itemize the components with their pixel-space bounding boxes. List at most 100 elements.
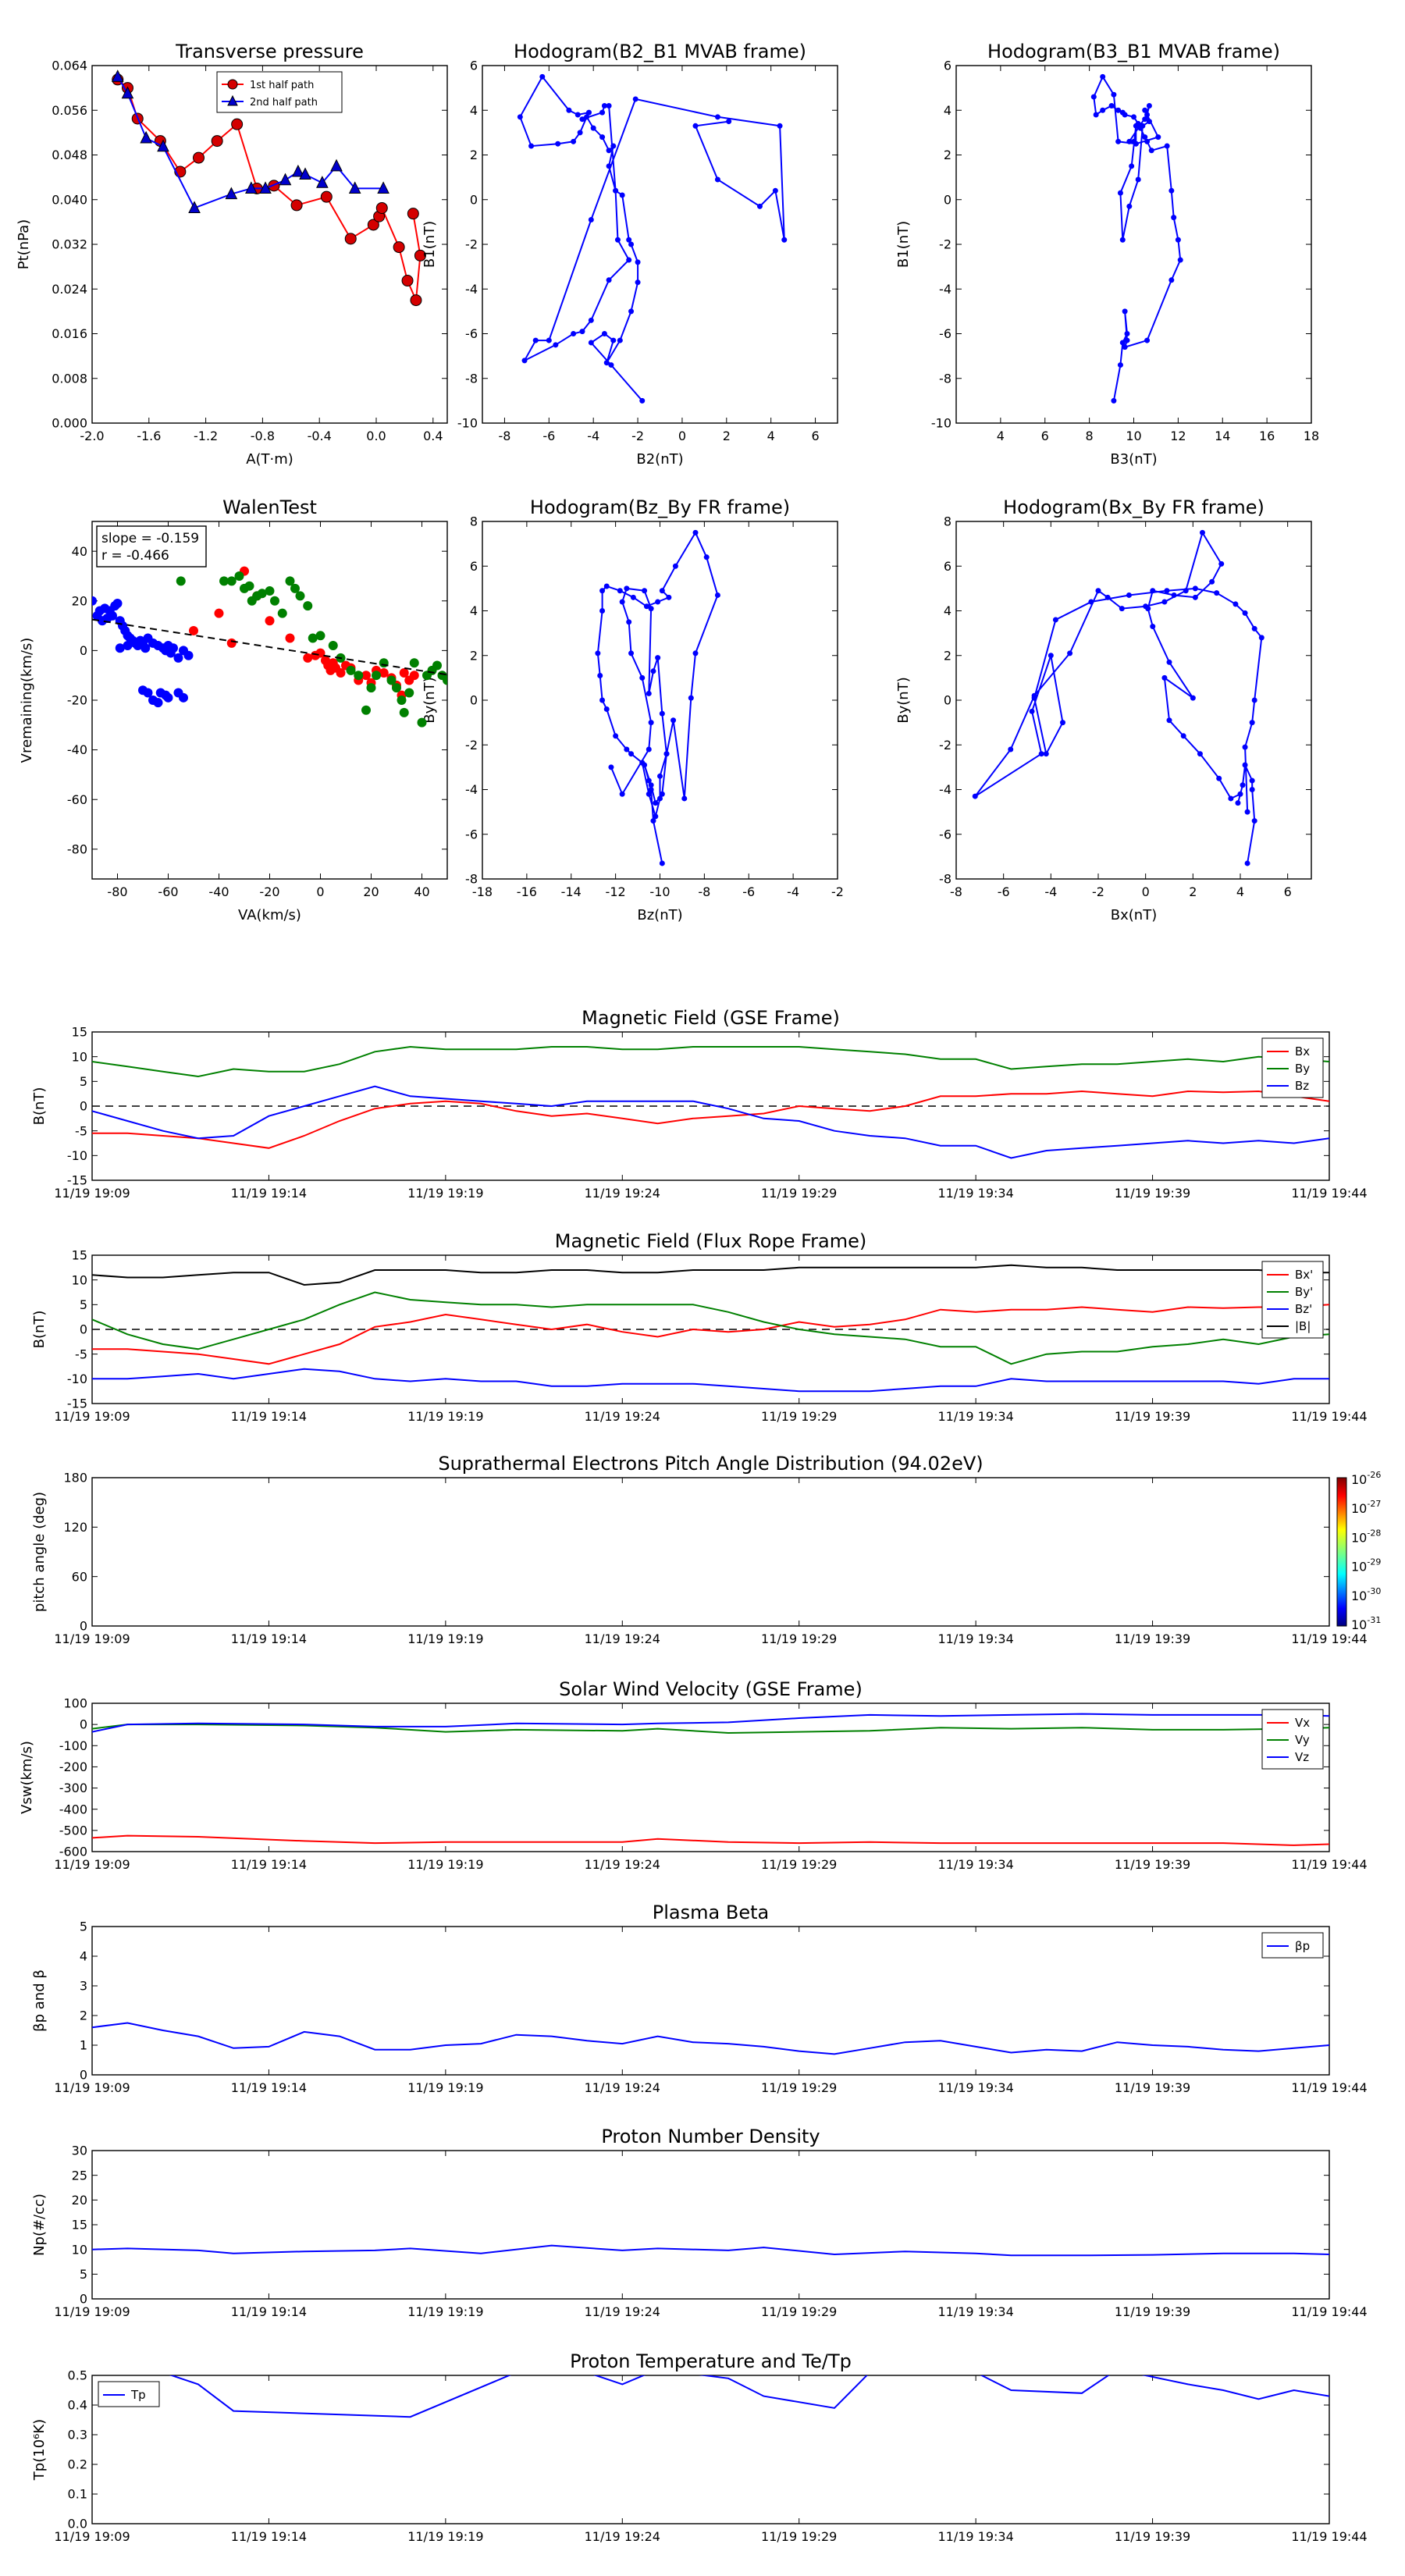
x-tick-label: 11/19 19:44 [1291,2529,1367,2544]
data-point [1155,134,1161,141]
data-point [377,181,389,194]
data-point [579,116,585,123]
data-point [1048,653,1054,659]
data-point [1249,787,1255,792]
x-tick-label: 11/19 19:39 [1115,1631,1190,1646]
data-point [590,125,596,131]
data-point [1115,138,1122,144]
scatter-point [404,688,414,698]
y-tick-label: 0 [80,1619,87,1634]
y-axis-label: Np(#/cc) [31,2194,48,2256]
data-point [628,241,635,247]
data-point [1242,610,1248,616]
plot-area [517,73,788,404]
data-point [603,583,610,589]
y-axis-label: pitch angle (deg) [31,1492,48,1612]
data-point [606,148,612,154]
data-point [1144,112,1151,118]
data-point [1008,746,1014,753]
data-point [606,103,612,109]
data-point [601,331,607,336]
data-point [1228,795,1234,802]
data-point [1218,560,1225,567]
y-tick-label: 2 [944,148,951,162]
data-point [259,181,272,194]
data-point [292,164,304,177]
data-point [588,340,594,346]
x-tick-label: -8 [698,884,710,899]
data-point [586,109,592,116]
data-point [1111,91,1117,98]
x-tick-label: -6 [998,884,1010,899]
data-point [1192,585,1198,592]
data-point [1090,94,1097,100]
x-tick-label: -14 [561,884,582,899]
colorbar-label-base: 10 [1351,1560,1367,1574]
data-point [140,130,152,144]
y-tick-label: -2 [939,237,951,252]
legend-label: By' [1295,1285,1313,1299]
x-tick-label: 11/19 19:09 [54,1409,130,1424]
data-point [610,143,617,149]
colorbar-label: 10-28 [1351,1528,1381,1545]
x-tick-label: 11/19 19:34 [937,1631,1013,1646]
data-point [1131,138,1136,144]
x-tick-label: 11/19 19:29 [761,2529,837,2544]
chart-vsw: 11/19 19:09 11/19 19:14 11/19 19:19 11/19 1… [19,1678,1368,1872]
y-tick-label: 0.064 [52,59,87,73]
data-point [653,800,659,806]
x-tick-label: 11/19 19:39 [1115,1186,1190,1201]
y-axis-label: By(nT) [422,677,438,723]
data-point [1142,134,1148,141]
scatter-point [290,583,300,593]
y-tick-label: 40 [72,544,87,559]
x-tick-label: -1.2 [194,429,218,443]
data-point [772,187,778,194]
y-tick-label: 0.040 [52,192,87,207]
series-line [596,531,719,864]
axes-frame [955,521,1312,880]
data-point [646,777,652,784]
y-tick-label: 0 [944,693,951,708]
data-point [597,673,603,679]
x-tick-label: 0 [316,884,324,899]
y-tick-label: 5 [80,2267,87,2282]
legend-label: Vx [1295,1716,1310,1730]
data-point [613,187,619,194]
x-tick-label: 11/19 19:09 [54,2080,130,2095]
y-tick-label: 0.008 [52,371,87,386]
data-point [1115,107,1122,113]
y-tick-label: -8 [465,371,478,386]
x-tick-label: 11/19 19:19 [407,1631,483,1646]
data-point [1249,777,1255,784]
data-point [1164,143,1170,149]
x-tick-label: -6 [742,884,755,899]
data-point [672,563,678,569]
scatter-point [399,668,409,678]
legend-label: Bx' [1295,1268,1313,1282]
scatter-point [386,675,397,685]
legend-label: Bx [1295,1044,1310,1059]
series-line [519,75,785,402]
data-point [643,603,649,610]
data-point [610,337,617,343]
data-point [539,73,546,80]
y-tick-label: -10 [457,416,478,431]
data-point [1214,590,1220,596]
data-point [407,208,419,220]
x-tick-label: 11/19 19:29 [761,1409,837,1424]
series-line [92,2244,1329,2257]
data-point [1161,599,1168,605]
x-tick-label: 6 [1041,429,1049,443]
y-tick-label: 5 [80,1920,87,1934]
y-tick-label: 4 [944,103,951,118]
chart-title: Hodogram(B3_B1 MVAB frame) [987,41,1280,62]
data-point [517,114,523,120]
x-axis-label: VA(km/s) [238,907,301,923]
x-tick-label: -4 [787,884,799,899]
data-point [603,360,610,366]
x-tick-label: 11/19 19:19 [407,1409,483,1424]
scatter-point [183,650,194,660]
data-point [1129,163,1135,169]
data-point [1164,588,1170,594]
